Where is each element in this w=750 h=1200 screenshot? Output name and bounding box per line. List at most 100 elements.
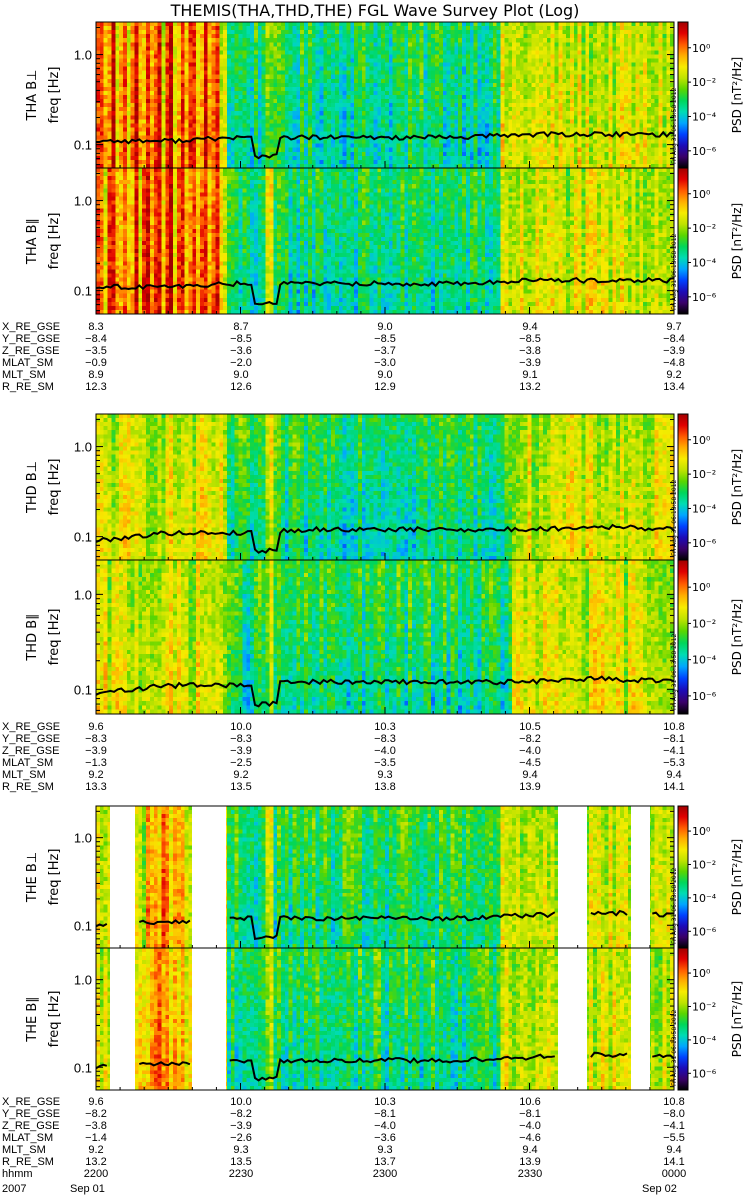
ephem-value: −3.5 (374, 757, 396, 769)
panel-ylabel: THA B∥ (25, 218, 40, 265)
colorbar-tick-label: 10⁰ (692, 42, 711, 55)
gyrofrequency-trace (95, 523, 675, 554)
ephem-value: 9.3 (233, 1144, 249, 1156)
spectrogram-tha-bpar (96, 168, 674, 314)
colorbar (677, 21, 689, 169)
colorbar-label: PSD [nT²/Hz] (730, 981, 744, 1057)
ephem-value: −8.5 (230, 333, 252, 345)
ephem-value: 13.9 (519, 781, 541, 793)
data-gap (110, 806, 135, 948)
y-tick-label: 0.1 (74, 1060, 92, 1075)
colorbar-tick-label: 10⁻⁶ (692, 925, 717, 938)
ephem-value: 13.4 (663, 381, 685, 393)
ephem-row-label: Z_RE_GSE (2, 345, 60, 357)
ephem-value: −4.0 (519, 1120, 541, 1132)
ephem-value: −8.4 (663, 333, 685, 345)
colorbar (677, 559, 689, 715)
colorbar-tick-label: 10⁻⁶ (692, 291, 717, 304)
ephem-value: 12.3 (85, 381, 107, 393)
y-tick-label: 1.0 (74, 48, 92, 63)
colorbar-tick-label: 10⁻⁶ (692, 537, 717, 550)
ephem-value: −4.0 (519, 745, 541, 757)
colorbar-tick-label: 10⁻² (692, 858, 716, 871)
ephem-value: −8.1 (519, 1108, 541, 1120)
ephem-value: −3.7 (374, 345, 396, 357)
ephem-value: 10.8 (663, 721, 685, 733)
colorbar-tick-label: 10⁻⁶ (692, 690, 717, 703)
gyrofrequency-trace (95, 675, 675, 708)
ephem-value: 2300 (372, 1168, 398, 1180)
data-gap (192, 948, 227, 1090)
ephem-value: −4.1 (663, 745, 685, 757)
panel-unit-label: freq [Hz] (47, 609, 62, 666)
ephem-value: 13.2 (519, 381, 541, 393)
ephem-value: 9.2 (233, 769, 249, 781)
y-tick-label: 0.1 (74, 530, 92, 545)
panel-ylabel: THD B⊥ (25, 461, 40, 514)
colorbar-tick-label: 10⁻⁴ (692, 654, 717, 667)
ephem-value: 9.3 (377, 1144, 393, 1156)
ephem-value: 9.2 (88, 1144, 104, 1156)
ephem-value: 13.3 (85, 781, 107, 793)
ephem-row-label: Y_RE_GSE (2, 733, 61, 745)
y-tick-label: 1.0 (74, 194, 92, 209)
colorbar (677, 805, 689, 949)
ephem-value: −3.8 (519, 345, 541, 357)
colorbar-tick-label: 10⁻⁶ (692, 145, 717, 158)
y-tick-label: 0.1 (74, 138, 92, 153)
ephem-value: 2230 (228, 1168, 254, 1180)
run-timestamp: Fri Aug 31 06:13:58 2012 (671, 633, 678, 710)
ephem-row-label: hhmm (2, 1168, 33, 1180)
ephem-value: −8.1 (663, 733, 685, 745)
ephem-value: 8.7 (233, 321, 249, 333)
run-timestamp: Fri Aug 31 06:13:58 2012 (671, 479, 678, 556)
panel-unit-label: freq [Hz] (47, 213, 62, 270)
ephem-value: 14.1 (663, 1156, 685, 1168)
ephem-row-label: R_RE_SM (2, 381, 54, 393)
ephem-value: 14.1 (663, 781, 685, 793)
ephem-value: −4.8 (663, 357, 685, 369)
colorbar (677, 947, 689, 1091)
run-timestamp: Fri Aug 31 06:13:58 2012 (671, 87, 678, 164)
colorbar-tick-label: 10⁻⁴ (692, 110, 717, 123)
ephem-row-label: X_RE_GSE (2, 1096, 61, 1108)
ephem-value: −3.6 (230, 345, 252, 357)
ephem-value: 9.0 (233, 369, 249, 381)
colorbar-tick-label: 10⁻² (692, 76, 716, 89)
ephem-value: 13.9 (519, 1156, 541, 1168)
ephem-value: 2200 (83, 1168, 109, 1180)
y-tick-label: 1.0 (74, 440, 92, 455)
ephem-value: 10.8 (663, 1096, 685, 1108)
y-tick-label: 1.0 (74, 973, 92, 988)
ephem-value: −8.3 (374, 733, 396, 745)
plot-frame (95, 805, 675, 949)
colorbar-tick-label: 10⁰ (692, 825, 711, 838)
ephem-value: 13.2 (85, 1156, 107, 1168)
colorbar-tick-label: 10⁻⁴ (692, 256, 717, 269)
spectrogram-tha-bpar (96, 22, 674, 168)
end-date-label: Sep 02 (642, 1183, 677, 1195)
gyrofrequency-trace (95, 276, 675, 306)
ephem-value: 13.5 (230, 781, 252, 793)
colorbar (677, 167, 689, 315)
colorbar-label: PSD [nT²/Hz] (730, 57, 744, 133)
ephem-value: −8.5 (374, 333, 396, 345)
ephem-value: 9.4 (666, 769, 682, 781)
ephem-value: −4.6 (519, 1132, 541, 1144)
colorbar-label: PSD [nT²/Hz] (730, 599, 744, 675)
year-label: 2007 (2, 1183, 27, 1195)
ephem-row-label: Z_RE_GSE (2, 1120, 60, 1132)
colorbar-tick-label: 10⁻² (692, 222, 716, 235)
ephem-value: 9.6 (88, 721, 104, 733)
ephem-value: 10.3 (374, 721, 396, 733)
ephem-value: −3.9 (85, 745, 107, 757)
ephem-value: 13.8 (374, 781, 396, 793)
y-tick-label: 0.1 (74, 284, 92, 299)
ephem-value: −3.9 (519, 357, 541, 369)
plot-title: THEMIS(THA,THD,THE) FGL Wave Survey Plot… (170, 1, 580, 20)
ephem-value: −3.9 (230, 1120, 252, 1132)
ephem-value: 9.2 (88, 769, 104, 781)
ephem-value: 13.7 (374, 1156, 396, 1168)
ephem-value: 9.4 (522, 321, 538, 333)
